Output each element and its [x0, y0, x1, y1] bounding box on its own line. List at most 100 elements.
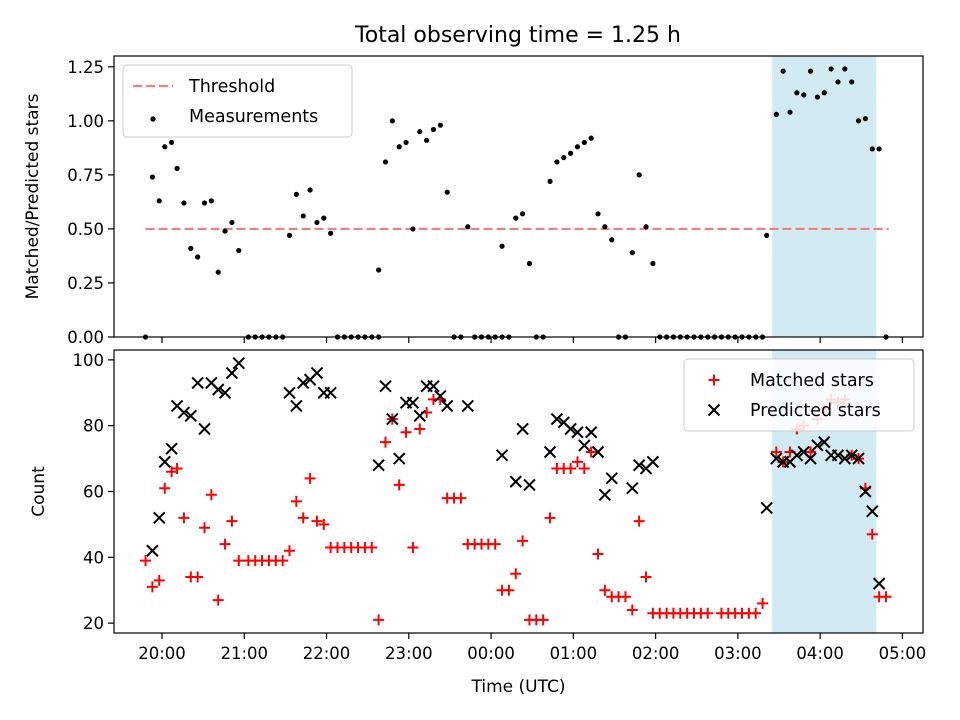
- predicted-star-point: [845, 449, 858, 462]
- matched-star-point: [297, 512, 309, 524]
- matched-star-point: [153, 574, 165, 586]
- matched-star-point: [640, 571, 652, 583]
- matched-star-point: [171, 462, 183, 474]
- x-tick-label: 20:00: [138, 644, 186, 663]
- predicted-star-point: [225, 366, 239, 380]
- predicted-star-point: [646, 455, 660, 469]
- matched-star-point: [702, 607, 714, 619]
- y-tick-label: 0.00: [67, 328, 104, 347]
- predicted-star-point: [591, 445, 605, 459]
- predicted-star-point: [440, 399, 454, 413]
- measurement-point: [156, 198, 162, 204]
- predicted-star-point: [760, 501, 773, 515]
- matched-star-point: [212, 594, 224, 606]
- predicted-star-point: [427, 379, 440, 393]
- matched-star-point: [219, 538, 231, 550]
- matched-star-point: [407, 541, 419, 553]
- measurement-point: [780, 68, 786, 74]
- matched-star-point: [578, 462, 590, 474]
- measurement-point: [222, 228, 228, 234]
- predicted-star-point: [632, 458, 646, 472]
- predicted-star-point: [866, 505, 879, 518]
- matched-star-point: [544, 512, 556, 524]
- ratio-legend: Threshold Measurements: [122, 64, 353, 138]
- predicted-star-point: [392, 452, 406, 465]
- y-tick-label: 100: [73, 351, 105, 370]
- measurement-point: [520, 211, 526, 217]
- measurement-point: [574, 144, 581, 150]
- measurement-point: [561, 154, 567, 161]
- measurement-point: [417, 129, 423, 135]
- measurement-point: [168, 139, 175, 146]
- matched-star-point: [400, 426, 412, 438]
- matched-star-point: [489, 538, 501, 550]
- predicted-star-point: [413, 409, 426, 423]
- predicted-star-point: [811, 439, 824, 452]
- count-legend: Matched stars Predicted stars: [683, 358, 915, 432]
- y-tick-label: 0.25: [67, 274, 104, 293]
- predicted-star-point: [564, 422, 577, 436]
- y-tick-label: 60: [83, 483, 104, 502]
- measurement-point: [773, 111, 779, 117]
- matched-star-point: [192, 571, 204, 583]
- count-y-axis-label: Count: [29, 466, 49, 517]
- measurement-point: [376, 267, 382, 273]
- measurement-point: [609, 237, 615, 243]
- predicted-star-point: [516, 422, 529, 436]
- measurement-point: [201, 200, 208, 206]
- matched-star-point: [503, 584, 515, 596]
- matched-star-point: [311, 515, 323, 527]
- measurement-point: [855, 118, 862, 124]
- count-axes: 20 40 60 80 100 20:00 21:00 22:00 23:00 00:00 01:0…: [73, 349, 927, 663]
- matched-star-point: [510, 568, 522, 580]
- measurement-point: [314, 219, 320, 226]
- measurement-point: [499, 243, 505, 249]
- measurement-point: [307, 187, 313, 193]
- predicted-star-point: [461, 399, 474, 413]
- matched-star-point: [414, 423, 426, 435]
- matched-star-point: [757, 597, 769, 609]
- matched-star-point: [517, 535, 529, 547]
- legend-matched-swatch: [708, 374, 720, 386]
- ratio-panel: 0.00 0.25 0.50 0.75 1.00 1.25 Matched/Predict…: [23, 55, 924, 347]
- x-tick-label: 21:00: [220, 644, 268, 663]
- x-tick-label: 04:00: [796, 644, 844, 663]
- measurement-point: [876, 146, 882, 152]
- x-tick-label: 01:00: [550, 644, 598, 663]
- predicted-star-point: [191, 376, 204, 390]
- measurement-point: [328, 230, 334, 236]
- matched-star-point: [599, 584, 611, 596]
- predicted-star-point: [770, 452, 783, 465]
- measurement-point: [835, 79, 841, 85]
- predicted-star-point: [297, 376, 310, 390]
- measurement-point: [547, 178, 553, 184]
- measurement-point: [229, 219, 235, 226]
- measurement-point: [862, 116, 869, 122]
- measurement-point: [568, 150, 574, 156]
- y-tick-label: 0.50: [67, 220, 104, 239]
- measurement-point: [602, 224, 608, 230]
- x-tick-label: 05:00: [879, 644, 927, 663]
- x-axis-label: Time (UTC): [471, 677, 566, 697]
- measurement-point: [188, 245, 194, 251]
- measurement-point: [321, 215, 327, 221]
- predicted-star-point: [571, 426, 584, 439]
- measurement-point: [382, 159, 389, 165]
- measurement-point: [430, 126, 437, 133]
- legend-label: Matched stars: [750, 371, 874, 391]
- matched-star-point: [571, 456, 583, 468]
- measurement-point: [650, 260, 656, 267]
- predicted-star-point: [598, 488, 612, 501]
- predicted-star-point: [283, 386, 296, 399]
- matched-star-point: [866, 528, 878, 540]
- predicted-star-point: [804, 452, 817, 465]
- predicted-star-point: [372, 458, 385, 472]
- predicted-star-point: [218, 386, 232, 399]
- legend-label: Predicted stars: [750, 401, 881, 421]
- measurement-point: [174, 165, 180, 171]
- matched-star-point: [770, 446, 782, 458]
- measurement-point: [208, 198, 214, 204]
- matched-star-point: [619, 591, 631, 603]
- predicted-star-point: [406, 396, 420, 409]
- matched-star-point: [592, 548, 604, 560]
